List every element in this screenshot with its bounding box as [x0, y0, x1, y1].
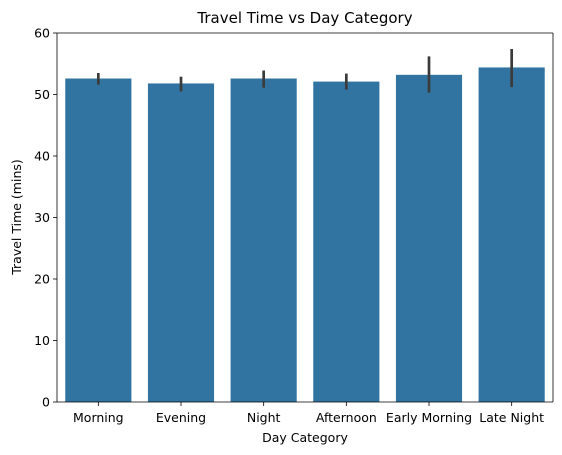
- bar-early-morning: [395, 74, 463, 402]
- y-tick-label: 40: [34, 149, 50, 164]
- bar-evening: [147, 83, 215, 403]
- plot-area: [65, 48, 545, 403]
- x-tick-label: Night: [247, 410, 281, 425]
- y-tick-label: 0: [42, 395, 50, 410]
- y-tick-label: 10: [34, 333, 50, 348]
- y-axis-ticks: 0 10 20 30 40 50 60: [34, 26, 57, 410]
- y-tick-label: 60: [34, 26, 50, 41]
- x-tick-label: Early Morning: [386, 410, 472, 425]
- y-axis-label: Travel Time (mins): [9, 159, 24, 276]
- x-tick-label: Late Night: [479, 410, 544, 425]
- x-axis-ticks: Morning Evening Night Afternoon Early Mornin…: [73, 402, 544, 425]
- x-axis-label: Day Category: [262, 430, 348, 445]
- x-tick-label: Evening: [156, 410, 206, 425]
- bar-late-night: [478, 67, 545, 402]
- chart-title: Travel Time vs Day Category: [196, 9, 412, 27]
- x-tick-label: Morning: [73, 410, 124, 425]
- bar-afternoon: [313, 81, 380, 403]
- bar-morning: [65, 78, 132, 402]
- y-tick-label: 30: [34, 210, 50, 225]
- y-tick-label: 50: [34, 87, 50, 102]
- bar-night: [230, 78, 297, 402]
- x-tick-label: Afternoon: [316, 410, 377, 425]
- y-tick-label: 20: [34, 272, 50, 287]
